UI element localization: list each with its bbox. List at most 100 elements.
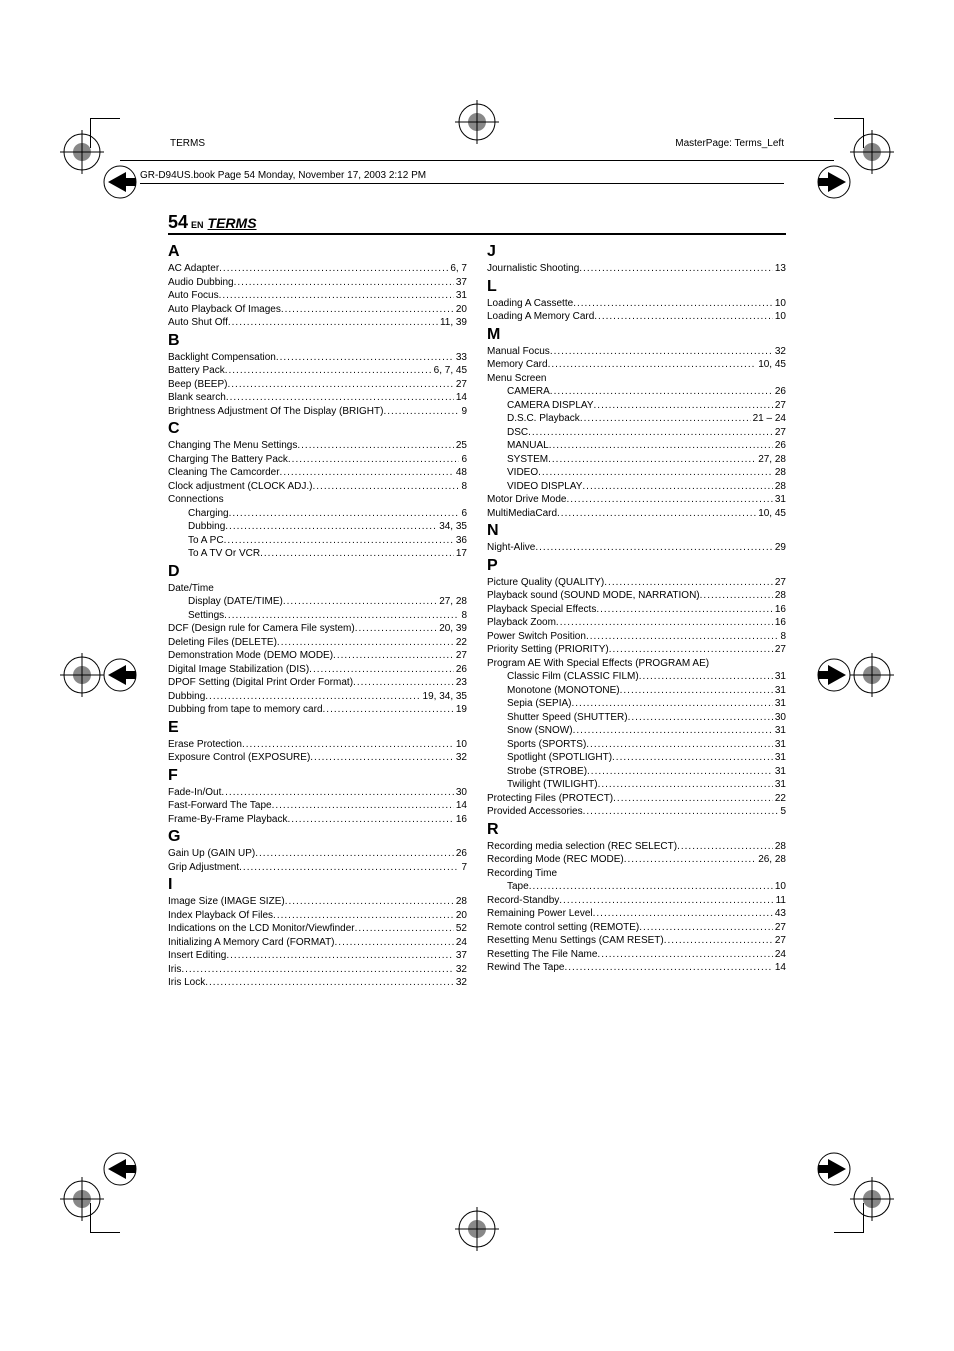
index-entry: Insert Editing37 xyxy=(168,949,467,963)
index-entry: Brightness Adjustment Of The Display (BR… xyxy=(168,405,467,419)
index-entry: Charging6 xyxy=(168,507,467,521)
entry-label: Charging The Battery Pack xyxy=(168,453,288,467)
index-entry: Frame-By-Frame Playback16 xyxy=(168,813,467,827)
index-entry: Memory Card10, 45 xyxy=(487,358,786,372)
index-entry: To A TV Or VCR17 xyxy=(168,547,467,561)
index-entry: Sepia (SEPIA)31 xyxy=(487,697,786,711)
entry-label: Index Playback Of Files xyxy=(168,909,273,923)
entry-page: 25 xyxy=(454,439,467,453)
entry-label: Memory Card xyxy=(487,358,548,372)
entry-label: Loading A Memory Card xyxy=(487,310,594,324)
leader-dots xyxy=(557,867,786,881)
leader-dots xyxy=(549,439,773,453)
leader-dots xyxy=(255,847,454,861)
leader-dots xyxy=(529,880,773,894)
index-letter: N xyxy=(487,522,786,540)
index-entry: Auto Playback Of Images20 xyxy=(168,303,467,317)
entry-page: 27 xyxy=(454,649,467,663)
leader-dots xyxy=(548,358,757,372)
entry-label: Indications on the LCD Monitor/Viewfinde… xyxy=(168,922,355,936)
index-entry: Tape 10 xyxy=(487,880,786,894)
entry-page: 31 xyxy=(773,724,786,738)
entry-page: 14 xyxy=(454,799,467,813)
leader-dots xyxy=(288,453,460,467)
entry-page: 19, 34, 35 xyxy=(421,690,467,704)
index-entry: Index Playback Of Files 20 xyxy=(168,909,467,923)
entry-label: Brightness Adjustment Of The Display (BR… xyxy=(168,405,383,419)
index-letter: E xyxy=(168,719,467,737)
leader-dots xyxy=(571,697,772,711)
entry-page: 10, 45 xyxy=(756,507,786,521)
entry-page: 28 xyxy=(773,480,786,494)
index-entry: Dubbing from tape to memory card19 xyxy=(168,703,467,717)
index-entry: Gain Up (GAIN UP)26 xyxy=(168,847,467,861)
index-entry: Deleting Files (DELETE)22 xyxy=(168,636,467,650)
leader-dots xyxy=(579,262,773,276)
entry-label: Snow (SNOW) xyxy=(507,724,573,738)
entry-label: Sports (SPORTS) xyxy=(507,738,586,752)
entry-page: 20 xyxy=(454,909,467,923)
leader-dots xyxy=(557,507,756,521)
entry-page: 34, 35 xyxy=(437,520,467,534)
entry-label: Night-Alive xyxy=(487,541,535,555)
entry-page: 5 xyxy=(778,805,786,819)
index-entry: DSC27 xyxy=(487,426,786,440)
entry-label: To A PC xyxy=(188,534,224,548)
entry-label: VIDEO xyxy=(507,466,538,480)
entry-label: Rewind The Tape xyxy=(487,961,564,975)
entry-page: 36 xyxy=(454,534,467,548)
entry-label: Initializing A Memory Card (FORMAT) xyxy=(168,936,335,950)
entry-label: Audio Dubbing xyxy=(168,276,234,290)
index-entry: Recording Mode (REC MODE)26, 28 xyxy=(487,853,786,867)
entry-page: 31 xyxy=(773,684,786,698)
leader-dots xyxy=(333,649,454,663)
leader-dots xyxy=(181,963,454,977)
index-entry: Rewind The Tape 14 xyxy=(487,961,786,975)
registration-mark-icon xyxy=(850,653,894,697)
index-entry: Resetting Menu Settings (CAM RESET)27 xyxy=(487,934,786,948)
entry-page: 27 xyxy=(773,921,786,935)
entry-page: 27 xyxy=(773,934,786,948)
leader-dots xyxy=(593,907,773,921)
entry-label: Program AE With Special Effects (PROGRAM… xyxy=(487,657,709,671)
leader-dots xyxy=(224,534,454,548)
entry-page: 30 xyxy=(773,711,786,725)
leader-dots xyxy=(597,948,772,962)
leader-dots xyxy=(624,853,756,867)
leader-dots xyxy=(297,439,454,453)
index-entry: Motor Drive Mode31 xyxy=(487,493,786,507)
index-entry: Indications on the LCD Monitor/Viewfinde… xyxy=(168,922,467,936)
leader-dots xyxy=(583,805,779,819)
entry-label: Tape xyxy=(507,880,529,894)
entry-page: 22 xyxy=(454,636,467,650)
entry-page: 22 xyxy=(773,792,786,806)
header-left: TERMS xyxy=(170,138,205,149)
entry-label: Monotone (MONOTONE) xyxy=(507,684,620,698)
index-entry: Menu Screen xyxy=(487,372,786,386)
index-entry: Settings8 xyxy=(168,609,467,623)
index-entry: Blank search14 xyxy=(168,391,467,405)
index-entry: Record-Standby11 xyxy=(487,894,786,908)
entry-page: 31 xyxy=(773,670,786,684)
arrow-mark-icon xyxy=(812,653,856,697)
entry-page: 31 xyxy=(773,778,786,792)
entry-page: 19 xyxy=(454,703,467,717)
leader-dots xyxy=(677,840,773,854)
leader-dots xyxy=(594,310,773,324)
index-letter: I xyxy=(168,876,467,894)
leader-dots xyxy=(594,399,773,413)
entry-page: 10 xyxy=(773,880,786,894)
leader-dots xyxy=(613,792,773,806)
leader-dots xyxy=(287,813,453,827)
entry-label: MultiMediaCard xyxy=(487,507,557,521)
index-entry: Exposure Control (EXPOSURE)32 xyxy=(168,751,467,765)
entry-label: MANUAL xyxy=(507,439,549,453)
leader-dots xyxy=(355,622,437,636)
entry-page: 11 xyxy=(774,894,786,908)
entry-page: 17 xyxy=(454,547,467,561)
leader-dots xyxy=(628,711,773,725)
entry-label: Dubbing xyxy=(168,690,205,704)
entry-page: 14 xyxy=(773,961,786,975)
leader-dots xyxy=(538,466,773,480)
entry-label: Resetting The File Name xyxy=(487,948,597,962)
